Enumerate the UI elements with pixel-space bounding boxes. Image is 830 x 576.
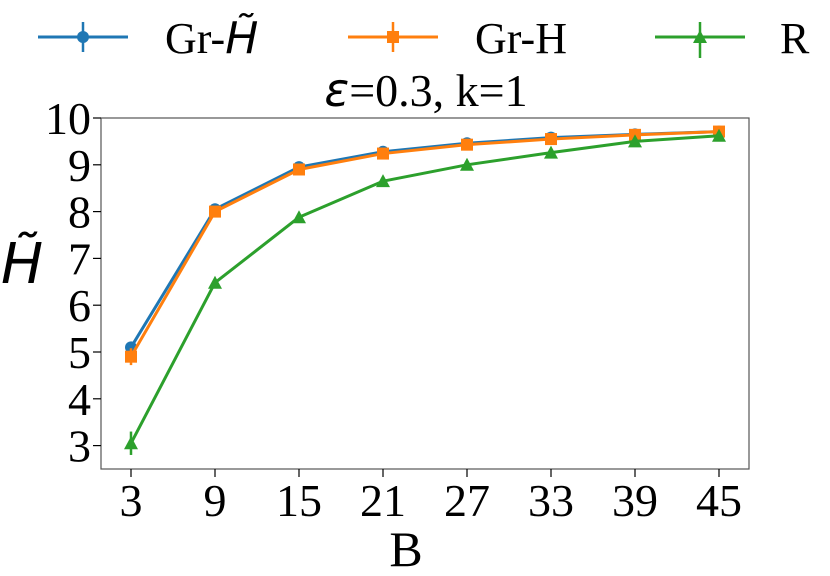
series-3-point: [292, 210, 306, 224]
y-tick-label: 7: [68, 233, 91, 284]
series-3-point: [712, 128, 726, 142]
series-1: [125, 125, 725, 354]
x-tick-label: 3: [120, 475, 143, 526]
series-3-point: [124, 436, 138, 450]
series-2-point: [293, 163, 305, 176]
chart-title-rest: =0.3, k=1: [349, 65, 527, 116]
y-tick-label: 9: [68, 140, 91, 191]
y-tick-label: 10: [45, 93, 91, 144]
x-tick-label: 39: [612, 475, 658, 526]
x-axis-label: B: [389, 521, 422, 576]
legend-label-series-1: Gr-H̃: [165, 11, 258, 64]
series-2: [125, 125, 725, 366]
x-tick-label: 15: [276, 475, 322, 526]
legend-marker-series-3: [693, 30, 707, 43]
legend-entry-series-2: Gr-H: [348, 14, 567, 63]
series-2-point: [461, 138, 473, 151]
y-tick-label: 6: [68, 280, 91, 331]
legend-marker-series-2: [387, 31, 399, 43]
series-3-point: [460, 157, 474, 171]
series-3: [124, 128, 726, 455]
legend-label-series-1-symbol: H̃: [225, 11, 258, 64]
y-axis-label: H̃: [1, 232, 43, 297]
series-3-point: [544, 145, 558, 159]
series-3-line: [129, 134, 720, 444]
legend-entry-series-3: R: [655, 14, 810, 63]
series-3-point: [208, 275, 222, 289]
series-2-point: [545, 133, 557, 146]
x-tick-label: 21: [360, 475, 406, 526]
legend-entry-series-1: Gr-H̃: [38, 11, 258, 64]
series-2-line: [129, 130, 720, 358]
chart-title-symbol: ε: [324, 63, 349, 117]
series-2-point: [209, 205, 221, 218]
x-tick-label: 33: [528, 475, 574, 526]
legend-label-series-3: R: [780, 14, 810, 63]
chart-title: ε=0.3, k=1: [324, 63, 527, 117]
series-2-point: [377, 147, 389, 160]
x-tick-label: 45: [696, 475, 742, 526]
y-tick-label: 3: [68, 421, 91, 472]
y-tick-label: 8: [68, 187, 91, 238]
series-3-point: [628, 134, 642, 148]
y-tick-label: 5: [68, 327, 91, 378]
y-tick-label: 4: [68, 374, 91, 425]
legend-marker-series-1: [77, 31, 89, 43]
x-axis: 3 9 15 21 27 33 39 45: [120, 469, 742, 526]
series-3-point: [376, 174, 390, 188]
x-tick-label: 27: [444, 475, 490, 526]
x-tick-label: 9: [204, 475, 227, 526]
legend-label-series-2: Gr-H: [475, 14, 567, 63]
series-2-point: [125, 350, 137, 363]
legend: Gr-H̃ Gr-H R: [38, 11, 810, 64]
series-1-line: [129, 130, 720, 349]
plot-area-frame: [100, 117, 750, 470]
legend-label-series-1-prefix: Gr-: [165, 14, 225, 63]
series-layer: [124, 125, 726, 455]
